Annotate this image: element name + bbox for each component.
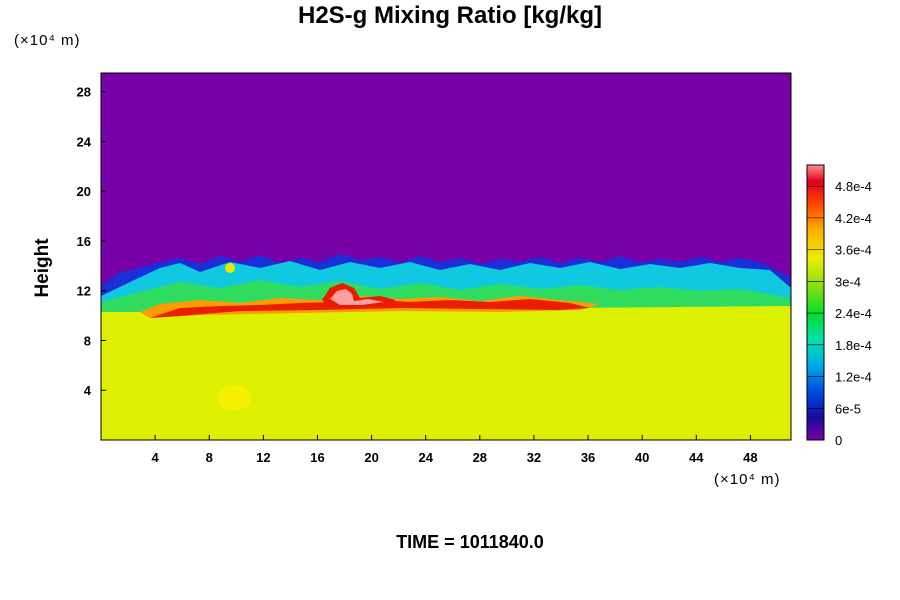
lower-bubble bbox=[225, 263, 235, 273]
x-tick-label: 44 bbox=[689, 450, 704, 465]
colorbar-tick-label: 1.8e-4 bbox=[835, 338, 872, 353]
colorbar-ticks: 0 6e-5 1.2e-4 1.8e-4 2.4e-4 3e-4 3.6e-4 4.2e-4 4… bbox=[807, 179, 872, 448]
x-axis-unit: (×10⁴ m) bbox=[714, 471, 781, 488]
y-tick-label: 28 bbox=[77, 85, 91, 100]
y-tick-label: 20 bbox=[77, 184, 91, 199]
x-tick-label: 40 bbox=[635, 450, 649, 465]
heatmap-plot bbox=[101, 73, 791, 440]
y-ticks: 4 8 12 16 20 24 28 bbox=[77, 85, 106, 398]
x-tick-label: 32 bbox=[527, 450, 541, 465]
x-tick-label: 4 bbox=[152, 450, 160, 465]
interface-red bbox=[150, 299, 590, 318]
y-axis-unit: (×10⁴ m) bbox=[14, 32, 81, 49]
lower-layer bbox=[101, 294, 791, 440]
x-tick-label: 12 bbox=[256, 450, 270, 465]
max-blob-pink bbox=[330, 289, 384, 305]
chart-title: H2S-g Mixing Ratio [kg/kg] bbox=[297, 2, 602, 29]
y-tick-label: 4 bbox=[84, 383, 92, 398]
x-tick-label: 36 bbox=[581, 450, 595, 465]
lower-blob bbox=[217, 385, 251, 411]
colorbar-tick-label: 1.2e-4 bbox=[835, 370, 872, 385]
colorbar bbox=[806, 164, 825, 441]
colorbar-tick-label: 4.2e-4 bbox=[835, 211, 872, 226]
y-tick-label: 12 bbox=[77, 284, 91, 299]
x-tick-label: 20 bbox=[364, 450, 378, 465]
x-tick-label: 28 bbox=[473, 450, 487, 465]
y-tick-label: 24 bbox=[77, 134, 92, 149]
colorbar-tick-label: 4.8e-4 bbox=[835, 179, 872, 194]
x-ticks: 4 8 12 16 20 24 28 32 36 40 44 48 bbox=[152, 435, 758, 465]
plot-frame bbox=[100, 72, 792, 441]
x-tick-label: 8 bbox=[206, 450, 213, 465]
y-tick-label: 8 bbox=[84, 333, 91, 348]
x-tick-label: 24 bbox=[418, 450, 433, 465]
colorbar-tick-label: 3e-4 bbox=[835, 274, 861, 289]
colorbar-tick-label: 3.6e-4 bbox=[835, 243, 872, 258]
time-label: TIME = 1011840.0 bbox=[396, 532, 544, 552]
x-tick-label: 48 bbox=[743, 450, 757, 465]
colorbar-tick-label: 2.4e-4 bbox=[835, 306, 872, 321]
y-tick-label: 16 bbox=[77, 234, 91, 249]
colorbar-tick-label: 6e-5 bbox=[835, 401, 861, 416]
x-tick-label: 16 bbox=[310, 450, 324, 465]
colorbar-tick-label: 0 bbox=[835, 433, 842, 448]
